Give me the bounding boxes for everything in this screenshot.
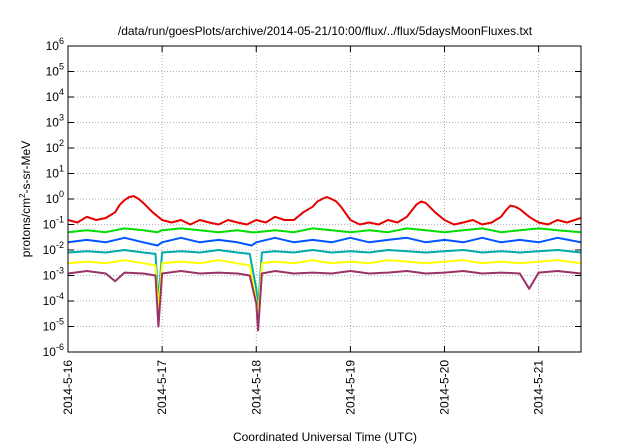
tick-layer: 10-6 10-5 10-4 10-3 10-2 10-1 100 101 102 103 104 1… xyxy=(43,36,581,415)
x-tick-label: 2014-5-20 xyxy=(438,360,452,415)
series-line-5 xyxy=(68,259,581,320)
chart-title: /data/run/goesPlots/archive/2014-05-21/1… xyxy=(118,24,533,38)
series-line-6 xyxy=(68,270,581,332)
y-axis-label-prefix: protons/cm xyxy=(19,198,33,257)
series-line-4 xyxy=(68,249,581,310)
x-tick-label: 2014-5-18 xyxy=(249,360,263,415)
y-tick-label: 10-1 xyxy=(43,215,64,232)
y-tick-label: 100 xyxy=(46,189,64,206)
x-tick-label: 2014-5-21 xyxy=(532,360,546,415)
y-tick-label: 10-3 xyxy=(43,266,64,283)
y-tick-label: 105 xyxy=(46,62,64,79)
x-tick-label: 2014-5-19 xyxy=(343,360,357,415)
y-tick-label: 102 xyxy=(46,138,64,155)
series-line-2 xyxy=(68,227,581,234)
y-tick-label: 103 xyxy=(46,113,64,130)
y-tick-label: 10-6 xyxy=(43,342,64,359)
y-axis-label-suffix: -s-sr-MeV xyxy=(19,141,33,194)
y-tick-label: 101 xyxy=(46,164,64,181)
series-layer xyxy=(68,195,581,332)
y-tick-label: 106 xyxy=(46,36,64,53)
y-tick-label: 104 xyxy=(46,87,64,104)
series-line-3 xyxy=(68,236,581,247)
x-tick-label: 2014-5-17 xyxy=(155,360,169,415)
y-tick-label: 10-4 xyxy=(43,291,64,308)
x-tick-label: 2014-5-16 xyxy=(61,360,75,415)
y-tick-label: 10-5 xyxy=(43,317,64,334)
x-axis-label: Coordinated Universal Time (UTC) xyxy=(233,430,417,444)
y-axis-label-sup: 2 xyxy=(18,193,27,198)
y-tick-label: 10-2 xyxy=(43,240,64,257)
y-axis-label: protons/cm2-s-sr-MeV xyxy=(18,141,33,257)
series-line-1 xyxy=(68,195,581,226)
